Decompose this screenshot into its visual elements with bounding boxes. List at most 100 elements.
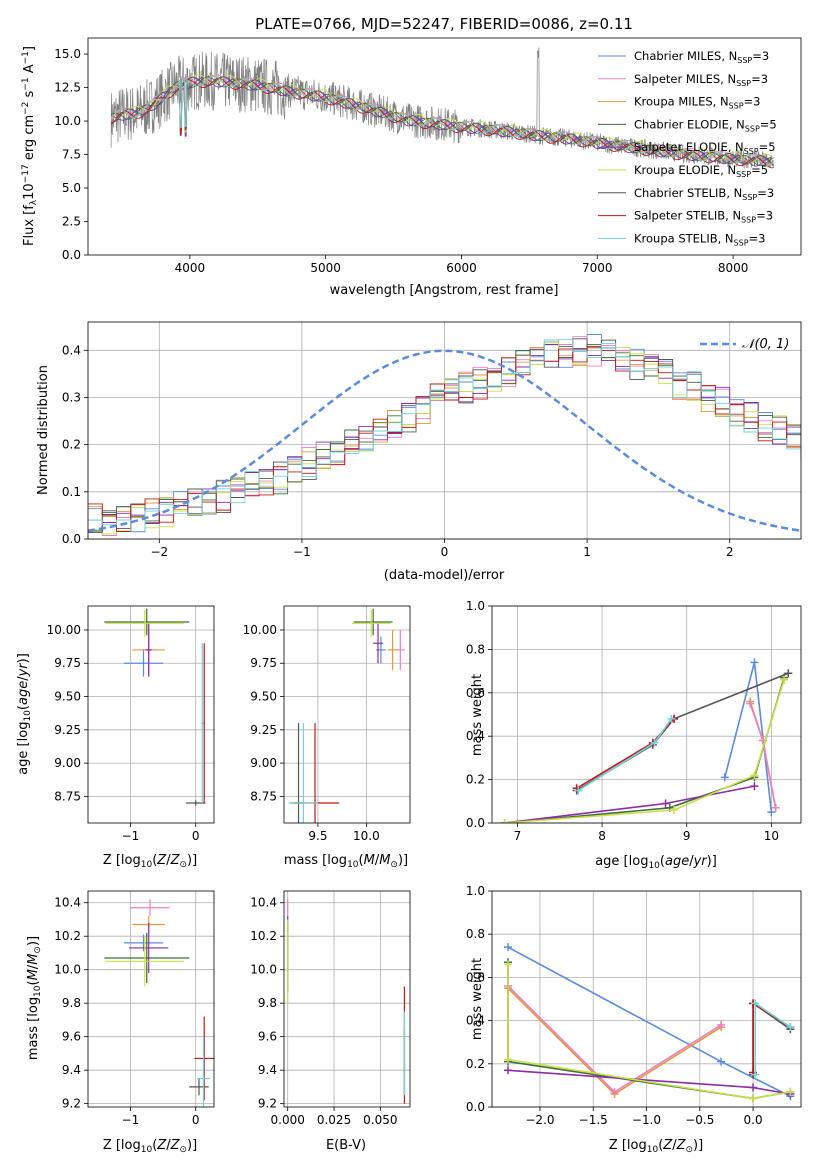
hist-salpeter_elodie (88, 344, 801, 533)
point-chabrier_miles (720, 773, 729, 782)
spectrum-model-salpeter_elodie (110, 77, 774, 167)
age-vs-mass-panel: 9.5 10.0 8.75 9.00 9.25 9.50 9.75 10.00 (243, 605, 411, 843)
point-chabrier_stelib (784, 669, 793, 678)
y-tick-label: 9.50 (250, 690, 277, 704)
x-tick-label: 9 (683, 829, 691, 843)
hist-salpeter_stelib (88, 345, 801, 532)
x-tick-label: 7000 (582, 261, 613, 275)
y-tick-label: 9.2 (258, 1097, 277, 1111)
point-kroupa_stelib (574, 786, 583, 795)
axes-frame (491, 890, 802, 1108)
weight-vs-age-panel: 7 8 9 10 0.0 0.2 0.4 0.6 0.8 1.0 (466, 599, 802, 843)
spectrum-xlabel: wavelength [Angstrom, rest frame] (330, 283, 559, 298)
y-tick-label: 12.5 (54, 81, 81, 95)
point-salpeter_elodie (661, 799, 670, 808)
x-tick-label: 1 (583, 545, 591, 559)
point-kroupa_elodie (786, 1087, 795, 1096)
ticks: −2 −1 0 1 2 0.0 0.1 0.2 0.3 0.4 (62, 343, 734, 559)
series-line-kroupa_elodie (507, 964, 791, 1100)
y-tick-label: 0.2 (466, 1057, 485, 1071)
ticks: −2.0 −1.5 −1.0 −0.5 0.0 0.0 0.2 0.4 0.6 0.8 1.0 (466, 884, 763, 1127)
y-tick-label: 9.25 (250, 723, 277, 737)
point-kroupa_stelib (751, 1070, 760, 1079)
plot-area (104, 608, 206, 806)
hist-chabrier_miles (88, 334, 801, 517)
y-tick-label: 2.5 (62, 215, 81, 229)
x-tick-label: 7 (514, 829, 522, 843)
legend-label-salpeter_elodie: Salpeter ELODIE, NSSP=5 (634, 140, 776, 156)
y-tick-label: 9.6 (62, 1030, 81, 1044)
plot-area (287, 899, 406, 1104)
mass-vs-ebv-panel: 0.000 0.025 0.050 9.2 9.4 9.6 9.8 10.0 10.2 10.4 (250, 890, 411, 1127)
legend-label-kroupa_elodie: Kroupa ELODIE, NSSP=5 (634, 163, 768, 179)
residuals-ylabel: Normed distribution (36, 365, 51, 495)
point-salpeter_elodie (749, 1083, 758, 1092)
y-tick-label: 9.75 (54, 656, 81, 670)
x-tick-label: −1 (122, 829, 140, 843)
y-tick-label: 0.8 (466, 927, 485, 941)
y-tick-label: 9.25 (54, 723, 81, 737)
y-tick-label: 0.3 (62, 390, 81, 404)
y-tick-label: 10.4 (250, 896, 277, 910)
legend-label-chabrier_stelib: Chabrier STELIB, NSSP=3 (634, 186, 774, 202)
x-tick-label: −1 (293, 545, 311, 559)
y-tick-label: 0.0 (62, 248, 81, 262)
x-tick-label: −1.0 (632, 1113, 661, 1127)
grid (88, 606, 214, 823)
plot-area (104, 899, 214, 1107)
x-tick-label: 8000 (718, 261, 749, 275)
point-kroupa_elodie (670, 805, 679, 814)
y-tick-label: 10.00 (47, 623, 81, 637)
age-vs-Z-panel: −1 0 8.75 9.00 9.25 9.50 9.75 10.00 (47, 605, 215, 843)
ticks: −1 0 8.75 9.00 9.25 9.50 9.75 10.00 (47, 623, 200, 843)
point-kroupa_elodie (503, 960, 512, 969)
weight-vs-Z-panel: −2.0 −1.5 −1.0 −0.5 0.0 0.0 0.2 0.4 0.6 0.8 1.0 (466, 884, 802, 1127)
plot-area (88, 334, 801, 536)
x-tick-label: 5000 (310, 261, 341, 275)
legend-label-chabrier_miles: Chabrier MILES, NSSP=3 (634, 49, 769, 65)
point-kroupa_stelib (650, 738, 659, 747)
spectrum-model-salpeter_miles (110, 74, 774, 165)
x-tick-label: 10.0 (353, 829, 380, 843)
x-tick-label: 0.050 (363, 1113, 397, 1127)
axes-frame (87, 605, 215, 824)
grid (284, 606, 410, 823)
plot-area (500, 658, 793, 823)
y-tick-label: 0.6 (466, 686, 485, 700)
x-tick-label: 2 (726, 545, 734, 559)
point-salpeter_miles (771, 803, 780, 812)
spectrum-panel: PLATE=0766, MJD=52247, FIBERID=0086, z=0… (21, 15, 802, 298)
mass-vs-ebv-xlabel: E(B-V) (326, 1138, 366, 1153)
y-tick-label: 7.5 (62, 148, 81, 162)
grid (88, 891, 214, 1107)
legend-label-chabrier_elodie: Chabrier ELODIE, NSSP=5 (634, 117, 777, 133)
hist-chabrier_stelib (88, 338, 801, 533)
y-tick-label: 0.0 (466, 816, 485, 830)
x-tick-label: 0 (192, 829, 200, 843)
ticks: 7 8 9 10 0.0 0.2 0.4 0.6 0.8 1.0 (466, 599, 779, 843)
y-tick-label: 0.4 (466, 1014, 485, 1028)
y-tick-label: 8.75 (250, 789, 277, 803)
point-chabrier_miles (717, 1057, 726, 1066)
y-tick-label: 1.0 (466, 599, 485, 613)
y-tick-label: 9.2 (62, 1097, 81, 1111)
hist-kroupa_miles (88, 339, 801, 518)
x-tick-label: 4000 (175, 261, 206, 275)
axes-frame (87, 37, 802, 256)
point-kroupa_elodie (780, 675, 789, 684)
point-kroupa_stelib (667, 714, 676, 723)
y-tick-label: 9.00 (54, 756, 81, 770)
gaussian-curve (88, 349, 801, 532)
y-tick-label: 15.0 (54, 47, 81, 61)
mass-vs-Z-ylabel: mass [log10(M/M⊙)] (26, 936, 43, 1060)
spectrum-data-line (110, 47, 774, 169)
x-tick-label: 9.5 (308, 829, 327, 843)
point-salpeter_miles (717, 1020, 726, 1029)
y-tick-label: 10.2 (54, 929, 81, 943)
point-kroupa_elodie (750, 771, 759, 780)
series-line-salpeter_stelib (576, 718, 675, 789)
weight-vs-Z-ylabel: mass weight (470, 958, 485, 1040)
x-tick-label: 0.025 (317, 1113, 351, 1127)
axes-frame (87, 321, 802, 540)
